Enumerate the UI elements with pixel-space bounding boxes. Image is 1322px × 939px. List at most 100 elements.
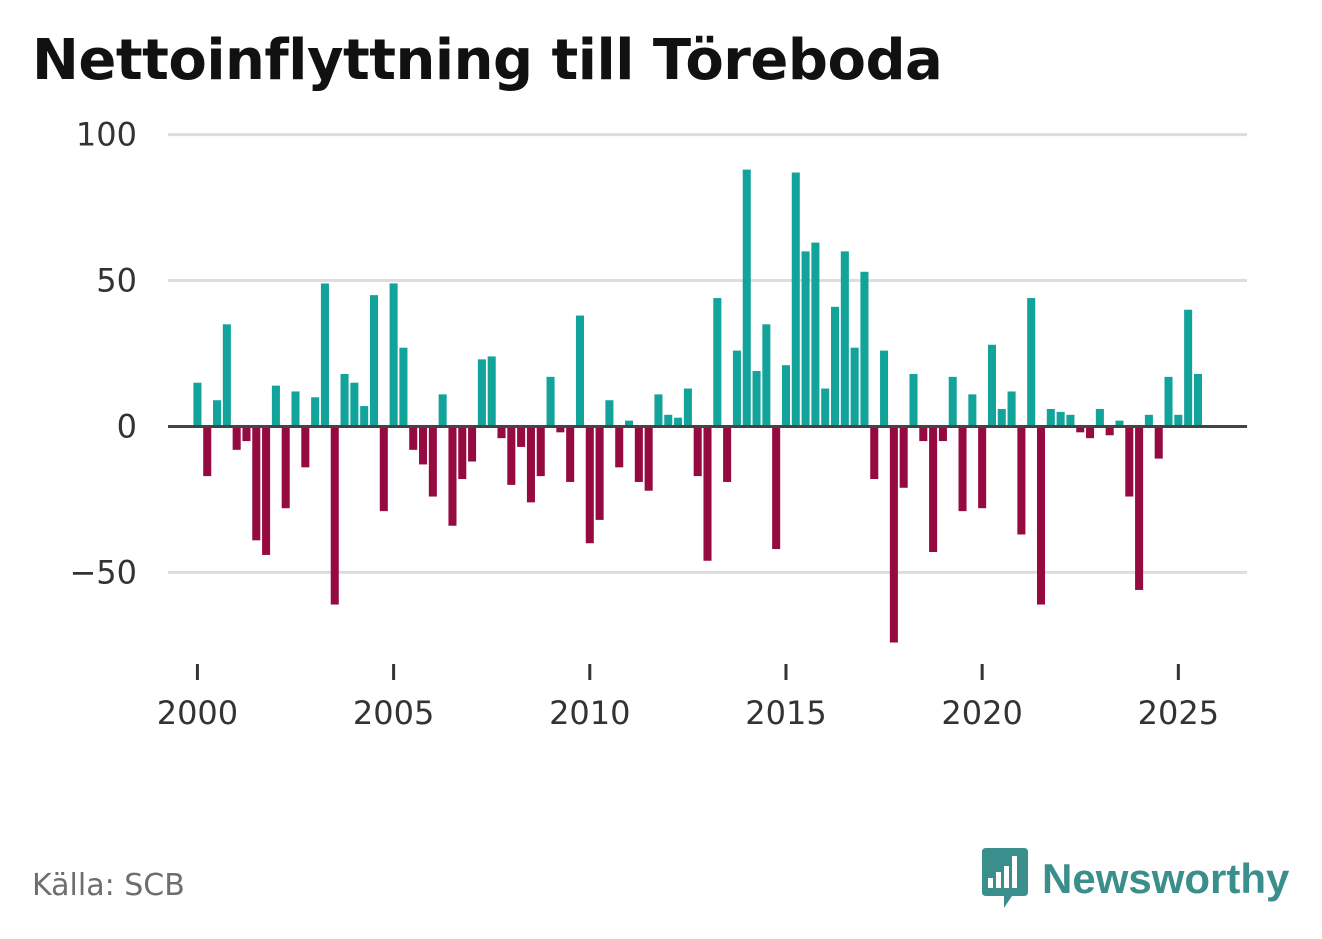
bar (644, 426, 653, 491)
bar (252, 426, 261, 541)
bar (517, 426, 526, 447)
bar (281, 426, 290, 509)
bar (399, 347, 408, 427)
bar (821, 388, 830, 427)
bar (438, 394, 447, 427)
bar (1095, 408, 1104, 427)
bar (419, 426, 428, 465)
bar (448, 426, 457, 526)
bar (752, 371, 761, 427)
source-note: Källa: SCB (32, 868, 185, 903)
bar (566, 426, 575, 482)
bar (713, 298, 722, 427)
bar (556, 426, 565, 433)
bar (1086, 426, 1095, 439)
bar (1017, 426, 1026, 535)
bar (428, 426, 437, 497)
bar (1144, 414, 1153, 427)
bar (1154, 426, 1163, 459)
bar (1046, 408, 1055, 427)
bar (968, 394, 977, 427)
bar (987, 344, 996, 427)
bar (1027, 298, 1036, 427)
bar (889, 426, 898, 643)
bar (1184, 309, 1193, 427)
bar (1174, 414, 1183, 427)
bar (507, 426, 516, 485)
bar (850, 347, 859, 427)
bar (919, 426, 928, 442)
bar (674, 417, 683, 427)
bar (811, 242, 820, 427)
bar (262, 426, 271, 555)
bar (723, 426, 732, 482)
bar (222, 324, 231, 427)
bar (575, 315, 585, 427)
bar (880, 350, 889, 427)
bar (781, 365, 790, 427)
bar (1193, 373, 1202, 427)
bar (683, 388, 692, 427)
bar (232, 426, 241, 450)
bar (1007, 391, 1016, 427)
bar (585, 426, 594, 544)
bar (409, 426, 418, 450)
bar (791, 172, 800, 427)
bar (389, 283, 398, 427)
bar (860, 271, 869, 427)
y-tick-label: 100 (76, 116, 137, 154)
bar (1125, 426, 1134, 497)
bar (958, 426, 967, 512)
bar (340, 373, 349, 427)
brand-name: Newsworthy (1042, 855, 1290, 902)
bar (1164, 376, 1173, 427)
x-tick-label: 2015 (745, 694, 826, 732)
chart-title: Nettoinflyttning till Töreboda (32, 28, 943, 93)
bar (477, 359, 486, 427)
bar (291, 391, 300, 427)
bar (732, 350, 741, 427)
bar (634, 426, 643, 482)
x-tick-label: 2000 (157, 694, 238, 732)
bar (1135, 426, 1144, 590)
bar (330, 426, 339, 605)
bar (625, 420, 634, 427)
bar (193, 382, 202, 427)
bar (1115, 420, 1124, 427)
bar (360, 406, 369, 427)
bar (997, 408, 1006, 427)
bar (948, 376, 957, 427)
bar (1036, 426, 1046, 605)
bar (536, 426, 545, 477)
brand-logo[interactable]: Newsworthy (980, 848, 1289, 910)
bar (929, 426, 938, 552)
bar (693, 426, 702, 477)
bar (350, 382, 359, 427)
bar (369, 295, 379, 427)
bar (311, 397, 320, 427)
bar (320, 283, 329, 427)
bar (1066, 414, 1075, 427)
bar (801, 251, 810, 427)
bar (546, 376, 555, 427)
bars-layer (193, 169, 1202, 643)
bar (242, 426, 251, 442)
bar (595, 426, 604, 520)
bar (840, 251, 849, 427)
x-tick-label: 2005 (353, 694, 434, 732)
bar (1105, 426, 1114, 436)
bar (615, 426, 624, 468)
y-tick-label: 50 (96, 262, 137, 300)
axis-layer: 100 50 0 −50 2000 2005 2010 2015 2020 2025 (69, 116, 1247, 732)
bar (909, 373, 918, 427)
bar (203, 426, 212, 477)
bar (742, 169, 751, 427)
bar (762, 324, 771, 427)
bar (664, 414, 673, 427)
bar (379, 426, 388, 512)
bar (605, 400, 614, 427)
newsworthy-logo-icon (982, 848, 1028, 908)
x-tick-label: 2020 (941, 694, 1022, 732)
bar (526, 426, 535, 503)
